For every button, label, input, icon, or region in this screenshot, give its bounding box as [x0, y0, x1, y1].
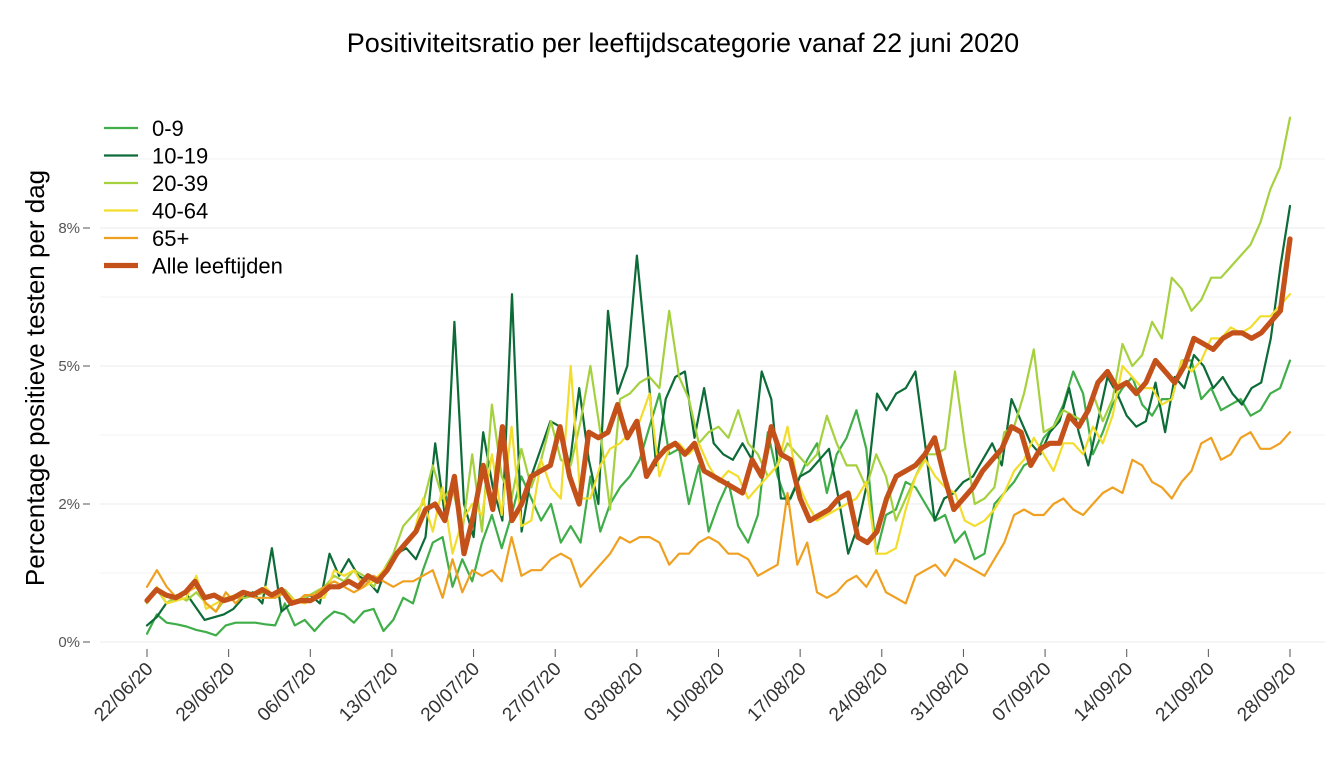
series-line-20-39	[145, 116, 1292, 613]
x-tick-label: 10/08/20	[662, 659, 729, 726]
x-tick-label: 29/06/20	[172, 659, 239, 726]
y-tick-label: 0%	[58, 634, 80, 651]
legend-label: 20-39	[152, 171, 208, 196]
x-tick-label: 20/07/20	[417, 659, 484, 726]
x-tick-label: 03/08/20	[580, 659, 647, 726]
series-line-65-	[145, 431, 1292, 613]
x-tick-label: 06/07/20	[254, 659, 321, 726]
legend-label: 65+	[152, 226, 189, 251]
y-tick-label: 2%	[58, 496, 80, 513]
x-tick-label: 24/08/20	[825, 659, 892, 726]
x-tick-label: 14/09/20	[1070, 659, 1137, 726]
x-tick-label: 31/08/20	[907, 659, 974, 726]
x-axis-ticks: 22/06/20 29/06/20 06/07/20 13/07/20 20/07/20…	[90, 649, 1301, 726]
x-tick-label: 17/08/20	[744, 659, 811, 726]
chart-title: Positiviteitsratio per leeftijdscategori…	[347, 28, 1019, 58]
y-axis-title: Percentage positieve testen per dag	[20, 170, 50, 586]
x-tick-label: 28/09/20	[1233, 659, 1300, 726]
series-line-alle-leeftijden	[144, 236, 1293, 607]
legend-label: Alle leeftijden	[152, 254, 283, 279]
x-tick-label: 22/06/20	[90, 659, 157, 726]
x-tick-label: 27/07/20	[499, 659, 566, 726]
series-line-40-64	[145, 293, 1292, 611]
legend-label: 0-9	[152, 116, 184, 141]
series-line-10-19	[145, 204, 1292, 627]
y-tick-label: 5%	[58, 358, 80, 375]
y-tick-label: 8%	[58, 220, 80, 237]
legend-label: 10-19	[152, 144, 208, 169]
gridlines	[100, 158, 1325, 643]
legend-label: 40-64	[152, 199, 208, 224]
x-tick-label: 21/09/20	[1152, 659, 1219, 726]
y-axis-ticks: 0% 2% 5% 8%	[58, 220, 90, 651]
series-lines	[144, 116, 1293, 637]
x-tick-label: 13/07/20	[335, 659, 402, 726]
x-tick-label: 07/09/20	[988, 659, 1055, 726]
